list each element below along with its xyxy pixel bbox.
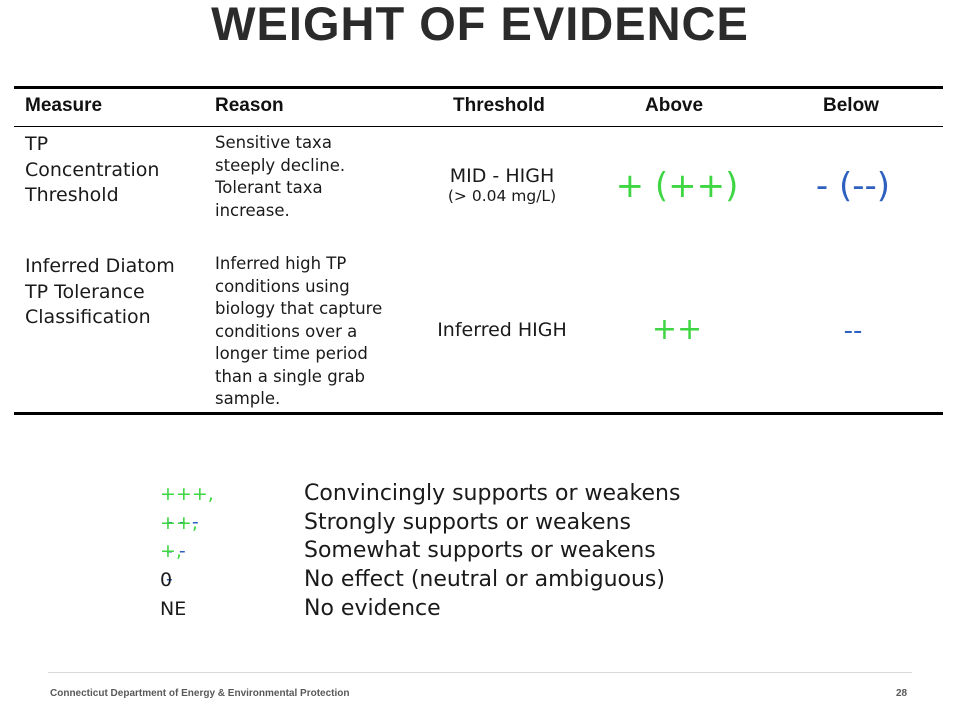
- row1-reason: Sensitive taxa steeply decline. Tolerant…: [215, 132, 345, 222]
- row2-reason-line: longer time period: [215, 344, 368, 363]
- legend-description: No evidence: [304, 595, 441, 621]
- legend-code: 0: [160, 569, 173, 592]
- row1-threshold-value: MID - HIGH: [449, 165, 555, 187]
- row2-below-symbol: --: [843, 316, 863, 346]
- row2-reason-line: Inferred high TP: [215, 254, 347, 273]
- legend-description: Strongly supports or weakens: [304, 509, 631, 535]
- page-number: 28: [896, 688, 908, 699]
- footer-divider: [48, 672, 912, 673]
- row2-measure: Inferred Diatom TP Tolerance Classificat…: [25, 254, 175, 331]
- table-bottom-rule: [14, 412, 943, 415]
- header-above: Above: [645, 95, 704, 116]
- legend-code: NE: [160, 597, 187, 620]
- row1-reason-line: steeply decline.: [215, 155, 346, 175]
- legend-code-weaken: - - -: [160, 511, 199, 533]
- row1-reason-line: increase.: [215, 200, 290, 220]
- header-below: Below: [823, 95, 879, 116]
- row2-measure-line: TP Tolerance: [25, 280, 145, 303]
- row2-threshold: Inferred HIGH: [427, 319, 577, 341]
- legend-description: Somewhat supports or weakens: [304, 538, 656, 564]
- legend-description: Convincingly supports or weakens: [304, 481, 681, 506]
- row1-threshold-detail: (> 0.04 mg/L): [447, 187, 557, 205]
- row2-reason-line: conditions over a: [215, 321, 358, 341]
- row2-reason-line: conditions using: [215, 276, 350, 296]
- slide-title: WEIGHT OF EVIDENCE: [211, 0, 749, 50]
- legend-code: ++, - -: [160, 509, 198, 565]
- table-top-rule: [14, 86, 943, 89]
- row2-reason: Inferred high TP conditions using biolog…: [215, 253, 382, 411]
- row1-measure-line: Threshold: [25, 184, 119, 206]
- footer-organization: Connecticut Department of Energy & Envir…: [50, 688, 350, 699]
- row2-threshold-value: Inferred HIGH: [437, 319, 567, 341]
- row1-threshold: MID - HIGH (> 0.04 mg/L): [427, 165, 577, 205]
- row1-reason-line: Tolerant taxa: [215, 178, 323, 197]
- legend-code: +++, - - -: [160, 480, 214, 536]
- row1-above-symbol: + (++): [615, 166, 739, 206]
- legend-code-support: +++,: [160, 483, 214, 505]
- row1-measure-line: TP: [25, 133, 49, 155]
- row2-measure-line: Inferred Diatom: [25, 255, 175, 277]
- legend-code-support: ++,: [160, 511, 198, 534]
- legend-code: +, -: [160, 537, 182, 593]
- row2-above-symbol: ++: [651, 312, 703, 347]
- legend-code-support: +,: [160, 540, 182, 563]
- row2-reason-line: than a single grab: [215, 366, 366, 386]
- header-threshold: Threshold: [453, 95, 545, 116]
- row2-reason-line: biology that capture: [215, 299, 383, 318]
- row2-reason-line: sample.: [215, 389, 281, 408]
- row1-measure-line: Concentration: [25, 158, 160, 181]
- row2-measure-line: Classification: [25, 306, 151, 328]
- row1-reason-line: Sensitive taxa: [215, 133, 332, 152]
- header-measure: Measure: [25, 95, 103, 116]
- legend-code-weaken: -: [160, 568, 173, 591]
- legend-description: No effect (neutral or ambiguous): [304, 567, 665, 593]
- header-rule: [14, 126, 943, 127]
- evidence-table: Measure Reason Threshold Above Below TP …: [14, 86, 943, 416]
- legend-code-weaken: - -: [160, 539, 186, 562]
- row1-measure: TP Concentration Threshold: [25, 132, 159, 209]
- row1-below-symbol: - (--): [815, 166, 891, 206]
- header-reason: Reason: [215, 95, 284, 116]
